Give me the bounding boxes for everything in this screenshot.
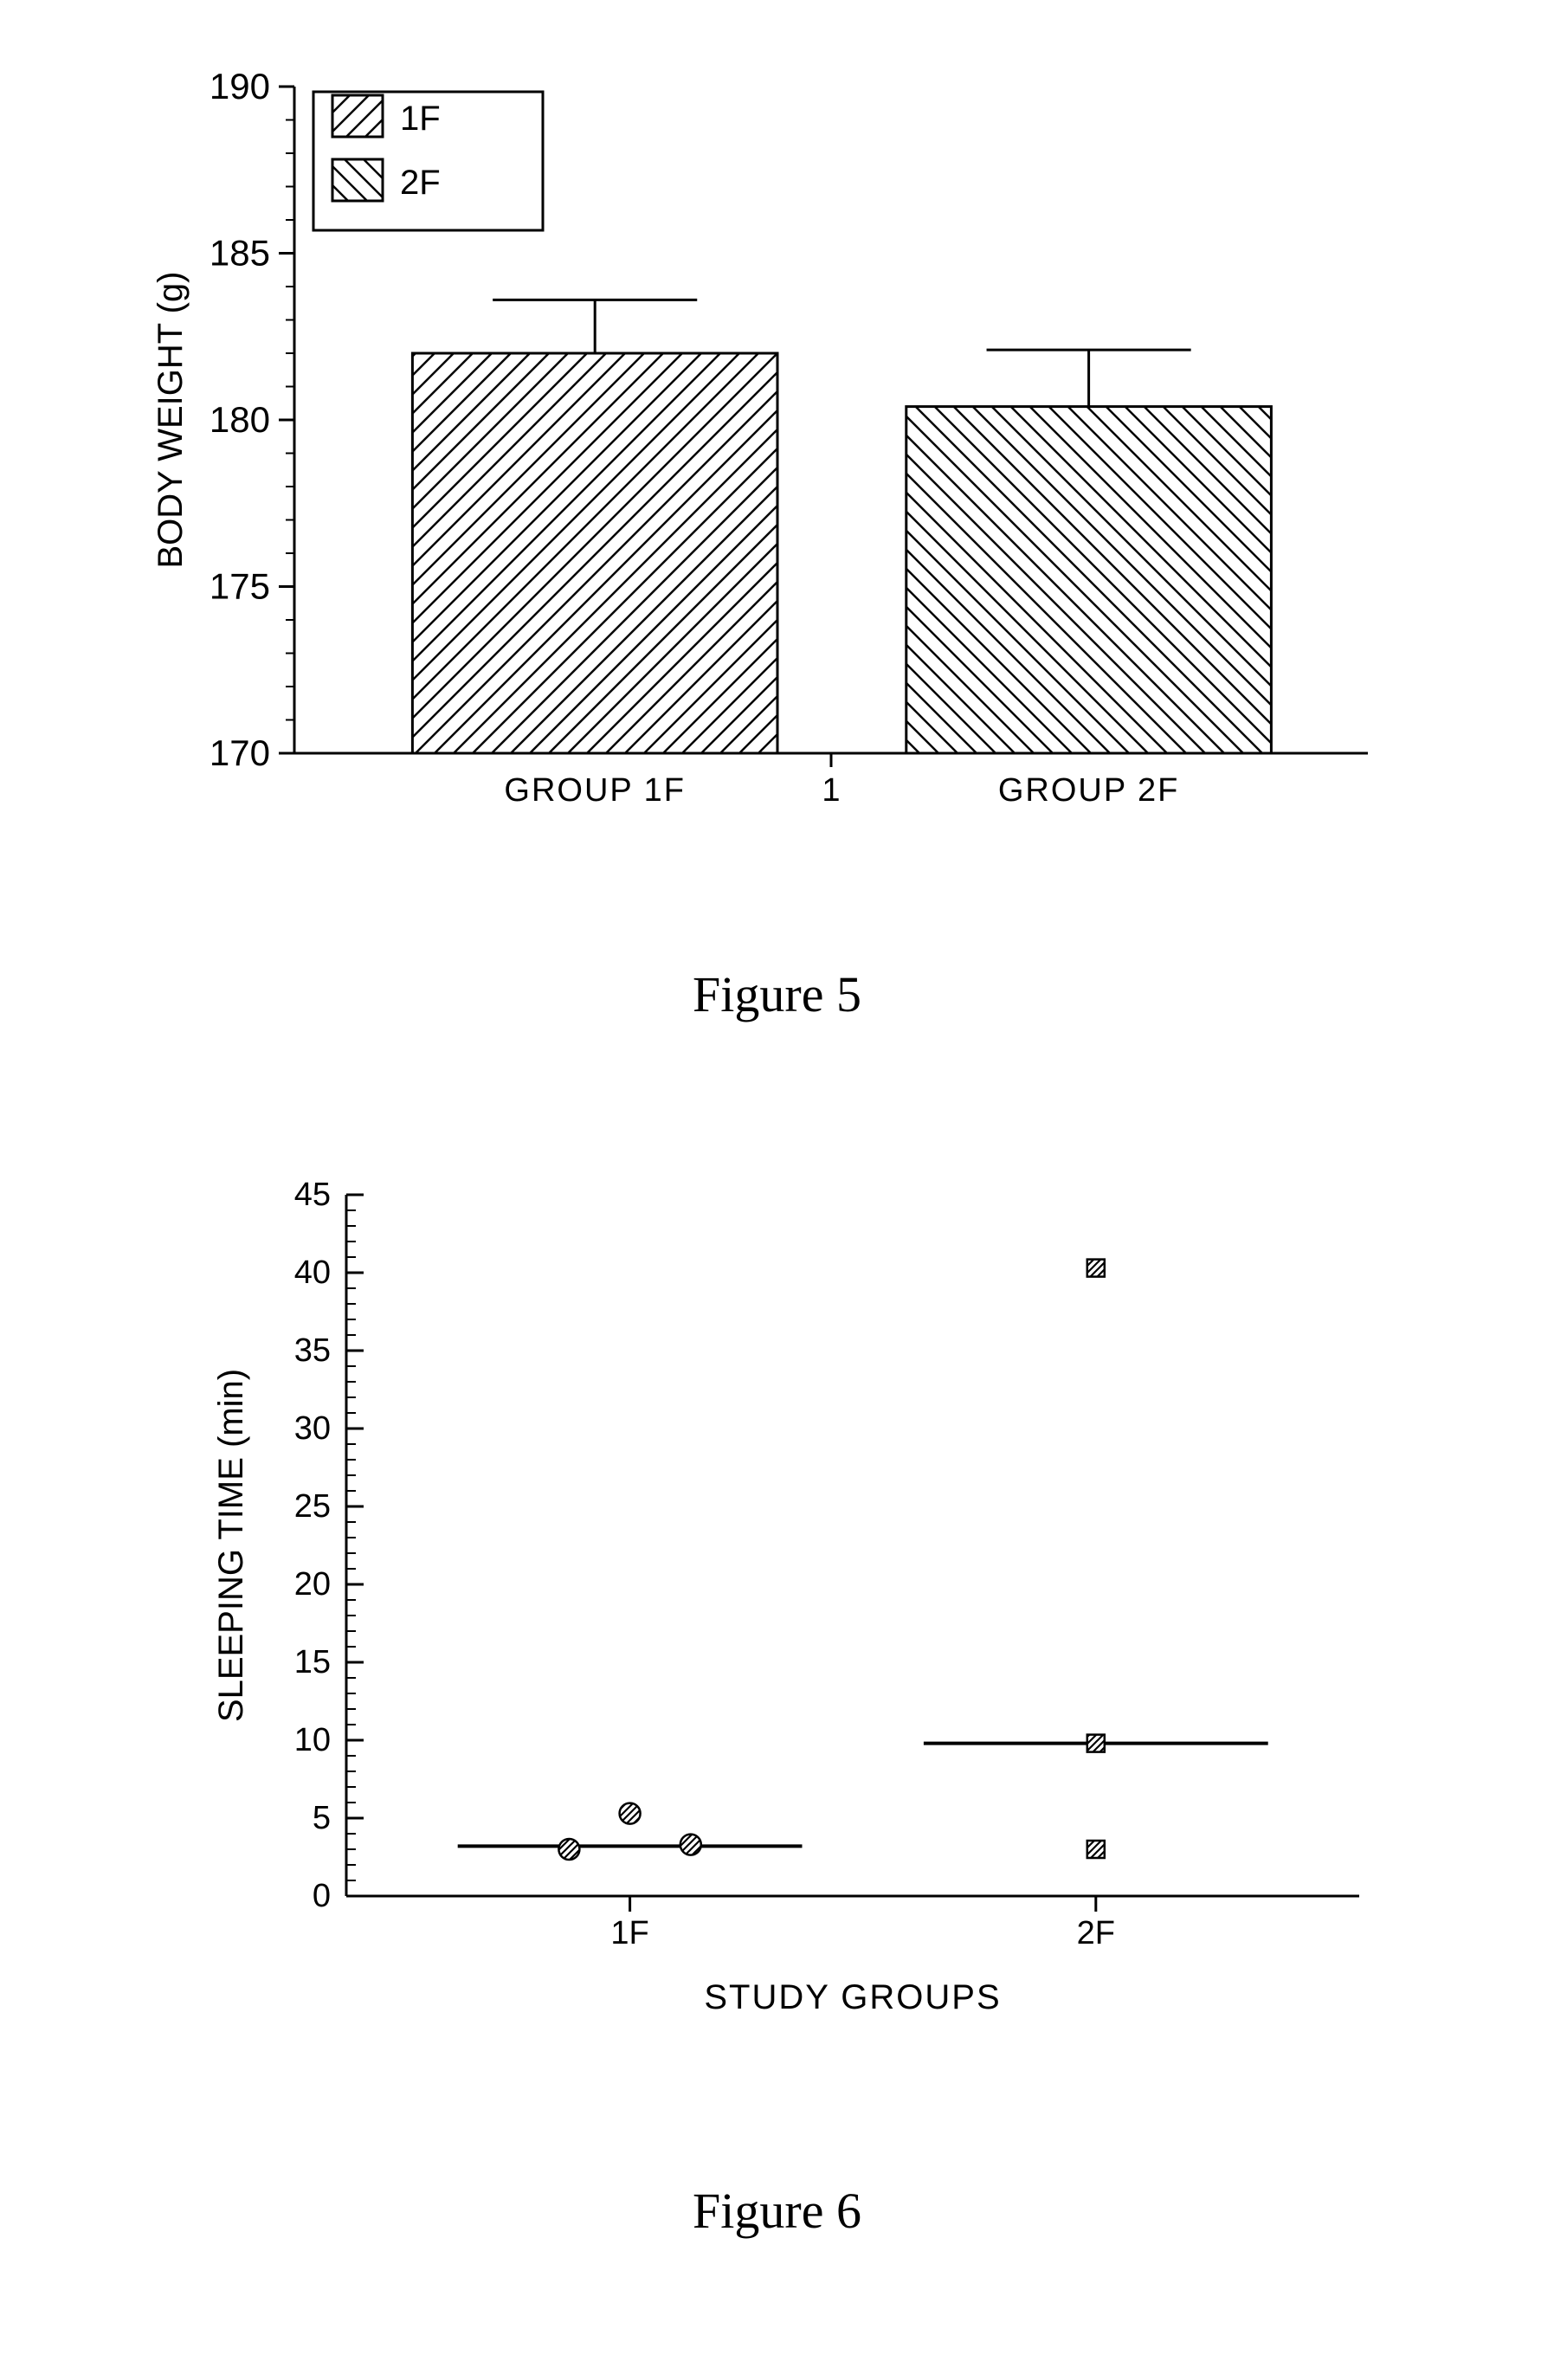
y-tick-label: 190 [210, 66, 270, 106]
y-tick-label: 40 [294, 1254, 331, 1291]
point-square [1087, 1841, 1105, 1858]
y-axis-label: SLEEPING TIME (min) [212, 1369, 250, 1722]
figure-6-scatter-chart: 0 5 10 15 20 25 30 35 40 45 SLEEPING TIME (min) 1F 2… [87, 1151, 1467, 2069]
figure-5-caption: Figure 5 [0, 965, 1554, 1023]
y-axis-label: BODY WEIGHT (g) [152, 271, 190, 568]
x-tick-label: 1F [610, 1915, 648, 1951]
x-tick-label: 2F [1077, 1915, 1115, 1951]
legend-swatch [332, 95, 383, 137]
y-tick-label: 45 [294, 1177, 331, 1213]
legend-label: 2F [400, 164, 441, 202]
bar-1F [412, 353, 777, 753]
y-tick-label: 20 [294, 1566, 331, 1603]
bar-2F [906, 407, 1272, 753]
point-circle [558, 1839, 579, 1860]
point-circle [680, 1835, 701, 1855]
figure-6-caption: Figure 6 [0, 2182, 1554, 2240]
point-circle [620, 1803, 641, 1824]
y-tick-label: 185 [210, 233, 270, 274]
y-tick-label: 35 [294, 1332, 331, 1369]
legend-label: 1F [400, 100, 441, 138]
point-square [1087, 1260, 1105, 1277]
point-square [1087, 1735, 1105, 1752]
y-tick-label: 25 [294, 1488, 331, 1525]
x-axis-label: STUDY GROUPS [704, 1978, 1001, 2016]
legend-swatch [332, 159, 383, 201]
y-tick-label: 175 [210, 566, 270, 607]
x-center-label: 1 [822, 772, 840, 809]
x-tick-label: GROUP 1F [504, 772, 686, 809]
y-tick-label: 15 [294, 1644, 331, 1680]
y-tick-label: 10 [294, 1722, 331, 1758]
y-tick-label: 5 [313, 1800, 331, 1836]
y-tick-label: 30 [294, 1410, 331, 1447]
y-tick-label: 170 [210, 732, 270, 773]
y-tick-label: 0 [313, 1878, 331, 1914]
y-tick-label: 180 [210, 399, 270, 440]
x-tick-label: GROUP 2F [998, 772, 1180, 809]
figure-5-bar-chart: 170 175 180 185 190 BODY WEIGHT (g) GROUP 1F GR… [87, 35, 1467, 883]
